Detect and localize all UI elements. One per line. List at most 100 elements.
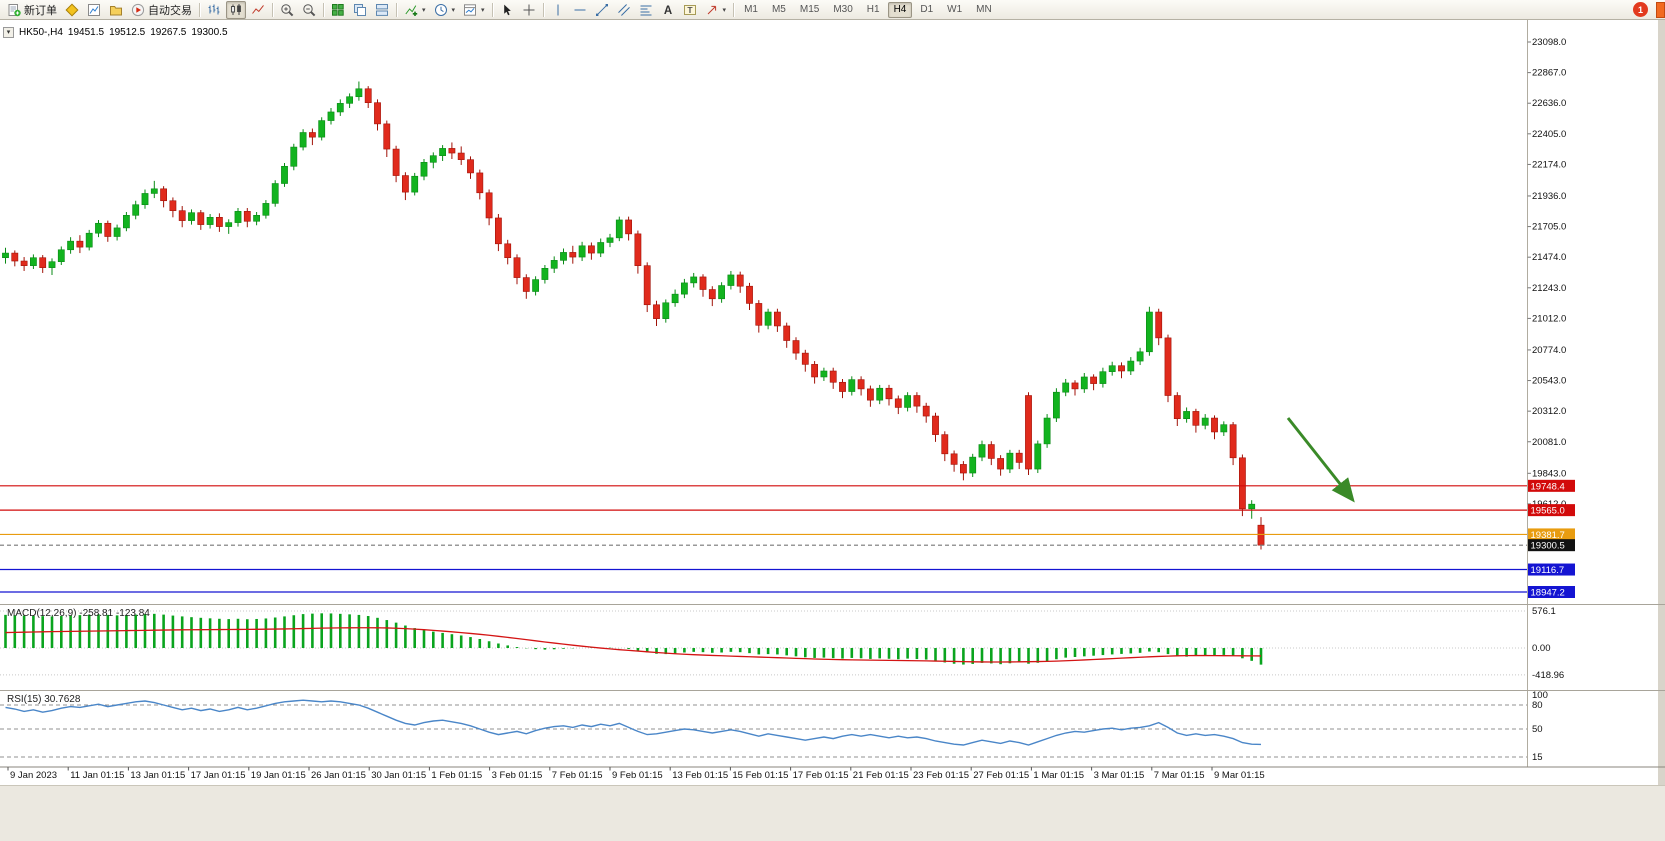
annotation-arrow[interactable] xyxy=(1286,417,1355,503)
candle-body xyxy=(57,249,65,262)
candle-body xyxy=(1127,360,1135,372)
candle-body xyxy=(1025,395,1032,470)
tf-m1-button[interactable]: M1 xyxy=(738,2,764,18)
cascade-windows-button[interactable] xyxy=(350,1,370,19)
candle-body xyxy=(346,96,353,104)
tf-m5-button[interactable]: M5 xyxy=(766,2,792,18)
chart-canvas[interactable]: 23098.0 22867.0 22636.0 22405.0 22174.0 21936… xyxy=(0,20,1665,785)
candle-body xyxy=(1099,371,1107,384)
indicators-button[interactable]: ▾ xyxy=(401,1,429,19)
candle-body xyxy=(1239,457,1246,510)
arrows-button[interactable]: ▾ xyxy=(702,1,730,19)
profiles-button[interactable] xyxy=(106,1,126,19)
fibonacci-button[interactable] xyxy=(636,1,656,19)
macd-signal-line xyxy=(5,627,1262,663)
candle-body xyxy=(169,200,177,211)
toolbar-corner-button[interactable] xyxy=(1656,1,1665,18)
vertical-scrollbar[interactable] xyxy=(1658,20,1665,785)
crosshair-button[interactable] xyxy=(519,1,539,19)
toolbar-separator xyxy=(491,2,493,17)
candle-body xyxy=(634,233,642,266)
candlestick-chart-button[interactable] xyxy=(226,0,246,19)
candle-body xyxy=(243,211,251,222)
clock-icon xyxy=(434,3,448,17)
candle-body xyxy=(429,155,437,163)
line-icon xyxy=(251,3,265,17)
candle-body xyxy=(950,453,958,465)
price-axis-label: 20774.0 xyxy=(1532,345,1566,356)
candle-body xyxy=(541,268,549,280)
candle-body xyxy=(894,398,902,408)
text-button[interactable]: A xyxy=(658,1,678,19)
candle-body xyxy=(866,388,874,401)
candle-body xyxy=(959,464,967,474)
tf-w1-button[interactable]: W1 xyxy=(941,2,968,18)
new-order-button[interactable]: 新订单 xyxy=(4,1,60,19)
candle-body xyxy=(178,210,186,221)
templates-button[interactable]: ▾ xyxy=(460,1,488,19)
time-axis-label: 15 Feb 01:15 xyxy=(732,770,788,781)
candle-body xyxy=(11,252,19,262)
candle-body xyxy=(383,123,391,150)
tf-m30-button[interactable]: M30 xyxy=(827,2,858,18)
cursor-button[interactable] xyxy=(497,1,517,19)
candle-body xyxy=(653,304,660,319)
tf-mn-button[interactable]: MN xyxy=(970,2,998,18)
time-axis-label: 21 Feb 01:15 xyxy=(853,770,909,781)
template-icon xyxy=(463,3,477,17)
candle-body xyxy=(1015,452,1023,463)
tf-d1-button-label: D1 xyxy=(920,4,934,15)
notifications-badge[interactable]: 1 xyxy=(1633,2,1648,17)
tile-windows-button[interactable] xyxy=(328,1,348,19)
tf-h1-button-label: H1 xyxy=(866,4,880,15)
candle-body xyxy=(160,188,167,202)
candle-body xyxy=(1006,452,1014,470)
tf-m15-button[interactable]: M15 xyxy=(794,2,825,18)
candle-body xyxy=(234,211,242,223)
candle-body xyxy=(20,260,28,266)
macd-scale-label: 576.1 xyxy=(1532,606,1556,617)
candle-body xyxy=(671,293,679,304)
zoom-out-button[interactable] xyxy=(299,1,319,19)
time-axis-label: 11 Jan 01:15 xyxy=(70,770,124,781)
tf-m30-button-label: M30 xyxy=(833,4,853,15)
periods-button[interactable]: ▾ xyxy=(431,1,459,19)
candle-body xyxy=(132,204,140,216)
horizontal-line-button[interactable] xyxy=(570,1,590,19)
channel-button[interactable] xyxy=(614,1,634,19)
candle-body xyxy=(625,219,632,235)
time-axis-label: 7 Feb 01:15 xyxy=(552,770,603,781)
candle-body xyxy=(522,277,530,292)
vertical-line-button[interactable] xyxy=(548,1,568,19)
price-axis-label: 21936.0 xyxy=(1532,191,1566,202)
price-axis-label: 21012.0 xyxy=(1532,313,1566,324)
line-chart-button[interactable] xyxy=(248,1,268,19)
trendline-button[interactable] xyxy=(592,1,612,19)
text-label-button[interactable]: T xyxy=(680,1,700,19)
tf-mn-button-label: MN xyxy=(976,4,992,15)
candle-body xyxy=(792,340,800,354)
rsi-scale-label: 15 xyxy=(1532,752,1543,763)
candle-body xyxy=(978,444,986,458)
metaquotes-button[interactable] xyxy=(62,1,82,19)
tf-d1-button[interactable]: D1 xyxy=(914,2,939,18)
auto-trading-button-label: 自动交易 xyxy=(148,4,192,17)
arrange-windows-button[interactable] xyxy=(372,1,392,19)
zoom-in-button[interactable] xyxy=(277,1,297,19)
candle-body xyxy=(150,188,158,194)
candle-body xyxy=(374,102,381,125)
bar-chart-button[interactable] xyxy=(204,1,224,19)
candle-body xyxy=(253,215,260,222)
candle-body xyxy=(727,274,735,286)
new-chart-button[interactable] xyxy=(84,1,104,19)
tf-w1-button-label: W1 xyxy=(947,4,963,15)
candlestick-series xyxy=(2,81,1265,550)
collapse-chart-button[interactable]: ▾ xyxy=(3,27,14,38)
tf-h1-button[interactable]: H1 xyxy=(861,2,886,18)
candle-body xyxy=(1192,411,1200,426)
dropdown-arrow-icon: ▾ xyxy=(422,6,426,14)
auto-trading-button[interactable]: 自动交易 xyxy=(128,1,195,19)
candle-body xyxy=(885,387,893,400)
tf-h4-button[interactable]: H4 xyxy=(887,1,913,18)
candle-body xyxy=(216,217,223,227)
